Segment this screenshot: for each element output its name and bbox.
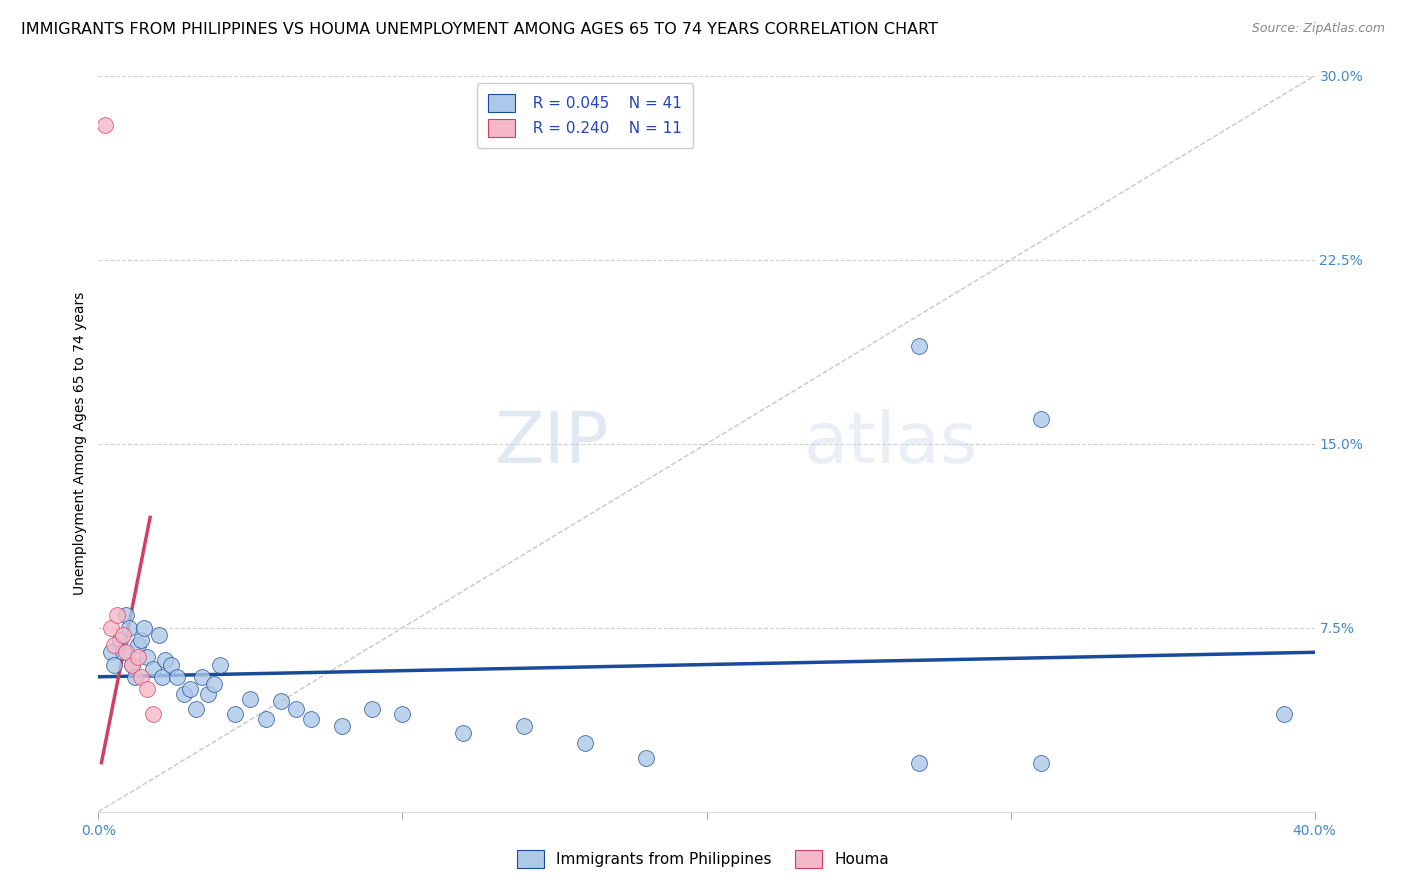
- Point: [103, 657, 125, 672]
- Point: [127, 650, 149, 665]
- Point: [908, 338, 931, 352]
- Legend:   R = 0.045    N = 41,   R = 0.240    N = 11: R = 0.045 N = 41, R = 0.240 N = 11: [477, 84, 693, 148]
- Point: [103, 638, 125, 652]
- Point: [142, 706, 165, 721]
- Point: [513, 719, 536, 733]
- Point: [100, 621, 122, 635]
- Point: [93, 118, 115, 132]
- Point: [391, 706, 413, 721]
- Point: [453, 726, 475, 740]
- Point: [330, 719, 353, 733]
- Point: [361, 701, 384, 715]
- Point: [129, 670, 152, 684]
- Point: [111, 645, 134, 659]
- Text: ZIP: ZIP: [495, 409, 609, 478]
- Text: atlas: atlas: [804, 409, 979, 478]
- Point: [197, 687, 219, 701]
- Text: IMMIGRANTS FROM PHILIPPINES VS HOUMA UNEMPLOYMENT AMONG AGES 65 TO 74 YEARS CORR: IMMIGRANTS FROM PHILIPPINES VS HOUMA UNE…: [21, 22, 938, 37]
- Point: [224, 706, 246, 721]
- Point: [136, 650, 159, 665]
- Point: [634, 751, 657, 765]
- Point: [121, 657, 143, 672]
- Point: [124, 670, 146, 684]
- Point: [179, 681, 201, 696]
- Point: [574, 736, 596, 750]
- Point: [132, 621, 155, 635]
- Point: [184, 701, 207, 715]
- Point: [239, 692, 262, 706]
- Point: [270, 694, 292, 708]
- Y-axis label: Unemployment Among Ages 65 to 74 years: Unemployment Among Ages 65 to 74 years: [73, 292, 87, 596]
- Point: [129, 633, 152, 648]
- Point: [142, 662, 165, 676]
- Point: [111, 628, 134, 642]
- Point: [160, 657, 183, 672]
- Point: [173, 687, 195, 701]
- Point: [209, 657, 232, 672]
- Point: [127, 638, 149, 652]
- Point: [166, 670, 188, 684]
- Point: [148, 628, 170, 642]
- Text: Source: ZipAtlas.com: Source: ZipAtlas.com: [1251, 22, 1385, 36]
- Point: [150, 670, 173, 684]
- Point: [299, 712, 322, 726]
- Point: [155, 653, 177, 667]
- Point: [100, 645, 122, 659]
- Point: [1029, 756, 1052, 770]
- Point: [1029, 412, 1052, 426]
- Legend: Immigrants from Philippines, Houma: Immigrants from Philippines, Houma: [508, 841, 898, 877]
- Point: [114, 645, 136, 659]
- Point: [908, 756, 931, 770]
- Point: [136, 681, 159, 696]
- Point: [254, 712, 277, 726]
- Point: [1272, 706, 1295, 721]
- Point: [118, 621, 141, 635]
- Point: [108, 633, 131, 648]
- Point: [105, 608, 128, 623]
- Point: [114, 608, 136, 623]
- Point: [121, 657, 143, 672]
- Point: [285, 701, 308, 715]
- Point: [202, 677, 225, 691]
- Point: [191, 670, 214, 684]
